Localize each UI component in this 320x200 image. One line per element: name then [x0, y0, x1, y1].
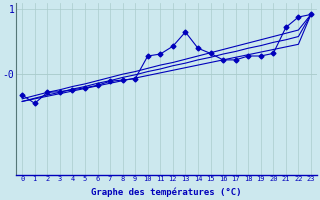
X-axis label: Graphe des températures (°C): Graphe des températures (°C) [91, 188, 242, 197]
